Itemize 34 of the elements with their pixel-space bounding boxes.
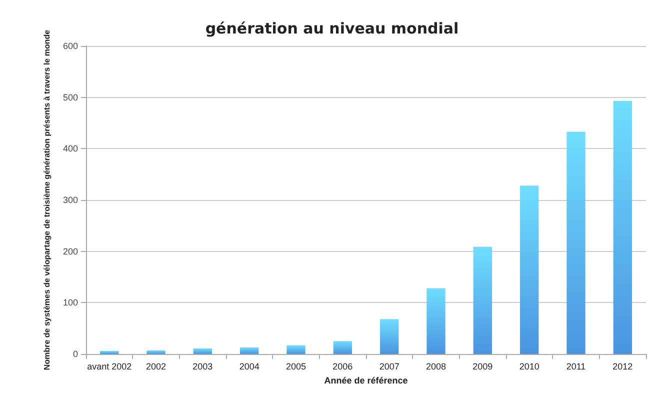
x-tick-label: 2002 <box>146 362 166 372</box>
bar <box>380 319 399 354</box>
bar <box>240 347 259 354</box>
y-tick-label: 500 <box>62 92 78 102</box>
bar <box>100 350 119 354</box>
y-tick-label: 400 <box>62 144 78 154</box>
bar <box>426 288 446 354</box>
y-tick-label: 600 <box>62 41 78 51</box>
x-tick-label: 2010 <box>519 362 540 372</box>
y-tick-label: 300 <box>62 195 78 205</box>
y-tick-label: 100 <box>62 298 78 308</box>
x-tick-label: 2008 <box>426 362 446 372</box>
x-axis-title: Année de référence <box>324 375 408 386</box>
x-tick-label: 2007 <box>379 362 400 372</box>
y-axis-title: Nombre de systèmes de vélopartage de troisième génération présents à travers le monde <box>42 29 52 370</box>
x-tick-label: 2004 <box>239 362 260 372</box>
x-tick-label: 2003 <box>192 362 213 372</box>
bar <box>473 246 492 354</box>
chart-title: génération au niveau mondial <box>205 20 459 38</box>
bar <box>613 100 632 354</box>
bar <box>333 341 352 354</box>
y-tick-label: 200 <box>62 246 78 256</box>
bar <box>193 348 212 354</box>
bar <box>520 186 539 354</box>
x-tick-label: 2011 <box>566 362 586 372</box>
y-tick-label: 0 <box>72 349 78 359</box>
x-tick-label: 2012 <box>612 362 633 372</box>
x-tick-label: 2005 <box>286 362 306 372</box>
x-tick-label: avant 2002 <box>87 362 132 372</box>
x-tick-label: 2009 <box>472 362 493 372</box>
bar <box>146 350 166 354</box>
x-tick-label: 2006 <box>332 362 353 372</box>
bar <box>566 132 586 354</box>
bar <box>286 345 306 354</box>
